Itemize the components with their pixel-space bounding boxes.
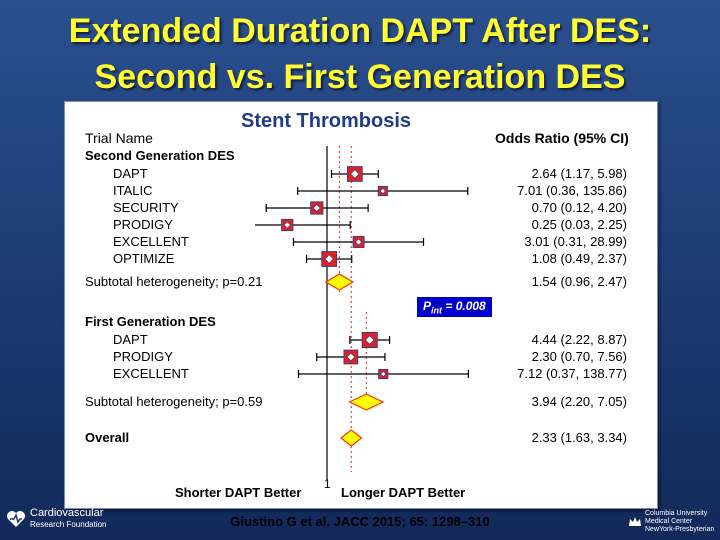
point-inner-11	[380, 370, 387, 378]
header-stent-thrombosis: Stent Thrombosis	[241, 110, 412, 132]
p-interaction-prefix: P	[423, 299, 432, 313]
row-label-7-subtotal-heterogeneity-p-0-21: Subtotal heterogeneity; p=0.21	[85, 274, 263, 289]
row-value-11-excellent: 7.12 (0.37, 138.77)	[517, 366, 627, 381]
row-value-2-italic: 7.01 (0.36, 135.86)	[517, 183, 627, 198]
row-label-13-overall: Overall	[85, 430, 130, 445]
crf-logo-line-1: Cardiovascular	[30, 507, 104, 519]
row-value-1-dapt: 2.64 (1.17, 5.98)	[531, 166, 627, 181]
p-interaction-value: = 0.008	[442, 299, 486, 313]
p-interaction-sub: int	[431, 305, 443, 316]
citation: Giustino G et al. JACC 2015; 65: 1298–31…	[230, 514, 490, 529]
columbia-logo-line-2: Medical Center	[645, 518, 693, 525]
row-value-13-overall: 2.33 (1.63, 3.34)	[531, 430, 627, 445]
slide-title: Extended Duration DAPT After DES: Second…	[0, 8, 720, 100]
diamond-12-subtotal-heterogeneity-p-0-59	[348, 393, 385, 411]
columbia-logo: Columbia University Medical Center NewYo…	[628, 510, 714, 534]
row-label-6-optimize: OPTIMIZE	[113, 251, 175, 266]
point-inner-9	[365, 335, 375, 345]
row-label-12-subtotal-heterogeneity-p-0-59: Subtotal heterogeneity; p=0.59	[85, 394, 263, 409]
row-value-12-subtotal-heterogeneity-p-0-59: 3.94 (2.20, 7.05)	[531, 394, 627, 409]
row-label-5-excellent: EXCELLENT	[113, 234, 189, 249]
row-value-10-prodigy: 2.30 (0.70, 7.56)	[531, 349, 627, 364]
slide-title-line-1: Extended Duration DAPT After DES:	[68, 12, 652, 50]
header-trial-name: Trial Name	[85, 130, 153, 146]
row-label-4-prodigy: PRODIGY	[113, 217, 173, 232]
row-label-1-dapt: DAPT	[113, 166, 148, 181]
row-label-0-second-generation-des: Second Generation DES	[85, 148, 235, 163]
row-label-8-first-generation-des: First Generation DES	[85, 314, 216, 329]
header-odds-ratio: Odds Ratio (95% CI)	[495, 130, 629, 146]
label-longer-dapt-better: Longer DAPT Better	[341, 485, 466, 500]
point-inner-2	[379, 187, 386, 195]
label-shorter-dapt-better: Shorter DAPT Better	[175, 485, 302, 500]
point-inner-1	[350, 169, 360, 179]
crown-icon	[629, 517, 641, 526]
point-inner-3	[312, 204, 321, 212]
crf-logo-line-2: Research Foundation	[30, 520, 107, 529]
p-interaction-box: Pint = 0.008	[417, 297, 492, 318]
diamond-13-overall	[340, 429, 363, 447]
row-value-5-excellent: 3.01 (0.31, 28.99)	[524, 234, 627, 249]
row-value-7-subtotal-heterogeneity-p-0-21: 1.54 (0.96, 2.47)	[531, 274, 627, 289]
row-value-9-dapt: 4.44 (2.22, 8.87)	[531, 332, 627, 347]
point-inner-5	[355, 238, 363, 246]
row-value-4-prodigy: 0.25 (0.03, 2.25)	[531, 217, 627, 232]
row-value-6-optimize: 1.08 (0.49, 2.37)	[531, 251, 627, 266]
point-inner-4	[283, 221, 291, 229]
diamond-7-subtotal-heterogeneity-p-0-21	[324, 273, 355, 291]
forest-plot-panel: Trial Name Stent Thrombosis Odds Ratio (…	[64, 101, 658, 509]
columbia-logo-line-1: Columbia University	[645, 510, 708, 517]
heart-logo-icon	[7, 511, 25, 527]
crf-logo: Cardiovascular Research Foundation	[6, 508, 107, 530]
slide-title-line-2: Second vs. First Generation DES	[94, 58, 626, 96]
point-inner-10	[346, 352, 356, 362]
row-label-10-prodigy: PRODIGY	[113, 349, 173, 364]
row-label-3-security: SECURITY	[113, 200, 179, 215]
row-label-9-dapt: DAPT	[113, 332, 148, 347]
row-label-2-italic: ITALIC	[113, 183, 153, 198]
row-label-11-excellent: EXCELLENT	[113, 366, 189, 381]
row-value-3-security: 0.70 (0.12, 4.20)	[531, 200, 627, 215]
axis-tick-1: 1	[324, 477, 331, 491]
forest-plot-svg	[255, 146, 469, 480]
point-inner-6	[324, 254, 334, 264]
columbia-logo-line-3: NewYork-Presbyterian	[645, 526, 715, 533]
